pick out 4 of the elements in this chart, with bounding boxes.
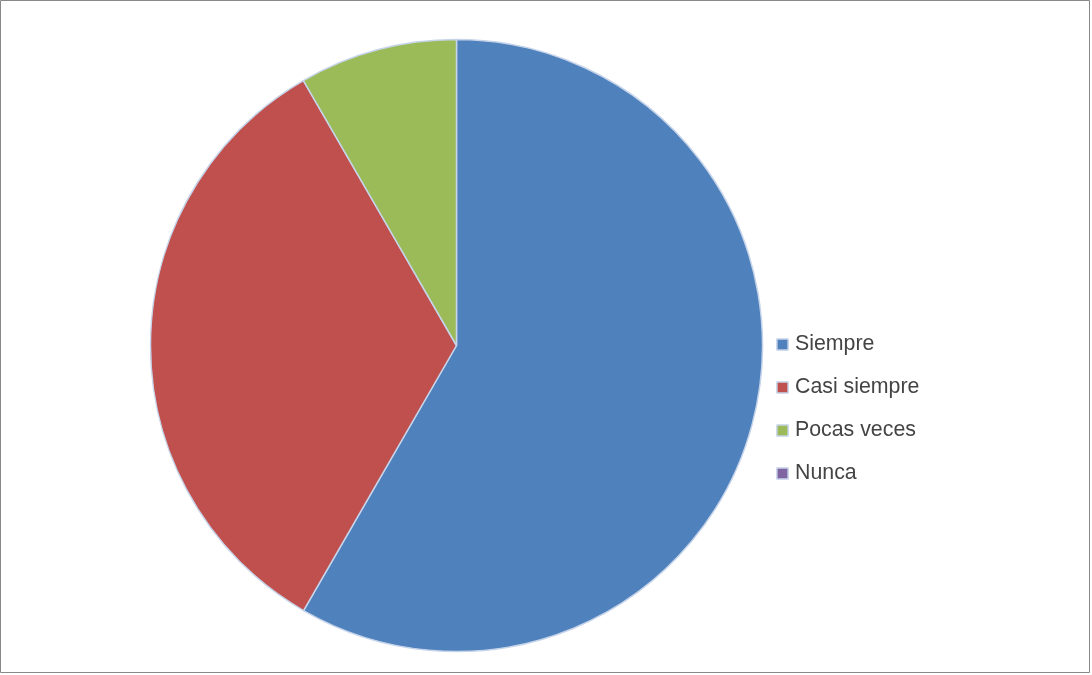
legend-label: Pocas veces: [795, 417, 916, 442]
legend-label: Siempre: [795, 331, 875, 356]
legend-label: Nunca: [795, 460, 857, 485]
legend-label: Casi siempre: [795, 374, 920, 399]
